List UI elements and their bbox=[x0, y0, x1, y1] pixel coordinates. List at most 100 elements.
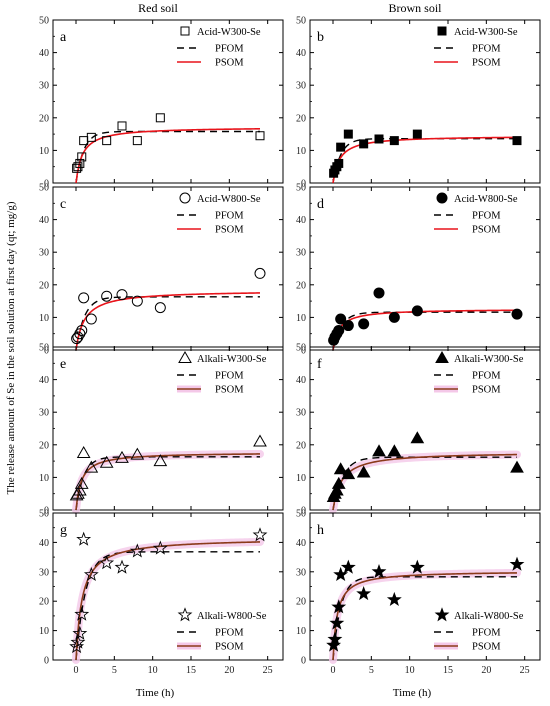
psom-curve bbox=[75, 541, 261, 661]
legend-label: PFOM bbox=[215, 371, 244, 382]
y-tick-label: 10 bbox=[296, 626, 306, 637]
psom-curve bbox=[332, 572, 518, 661]
x-axis-title-right: Time (h) bbox=[393, 687, 432, 699]
y-tick-label: 30 bbox=[39, 567, 49, 578]
panel-letter: e bbox=[60, 357, 66, 372]
pfom-curve bbox=[75, 456, 260, 511]
legend-label: PSOM bbox=[215, 385, 244, 396]
chart-panel-b: 0 10 20 30 40 50 b Acid-W300-Se PFOM PSOM bbox=[296, 16, 541, 190]
data-point bbox=[72, 483, 87, 496]
chart-panel-f: 0 10 20 30 40 50 f Alkali-W300-Se PFOM PSOM bbox=[296, 343, 541, 517]
data-point bbox=[371, 563, 387, 579]
y-tick-label: 20 bbox=[296, 597, 306, 608]
data-point bbox=[76, 531, 92, 546]
x-tick-label: 0 bbox=[331, 665, 336, 676]
data-point bbox=[76, 445, 91, 458]
plot-frame bbox=[52, 19, 284, 184]
legend-label: Alkali-W300-Se bbox=[454, 354, 524, 365]
data-point bbox=[334, 158, 344, 168]
x-tick-label: 25 bbox=[263, 665, 273, 676]
data-point bbox=[101, 290, 113, 302]
x-tick-label: 10 bbox=[405, 665, 415, 676]
data-point bbox=[336, 142, 346, 152]
data-point bbox=[99, 555, 115, 570]
y-tick-label: 0 bbox=[301, 506, 306, 517]
legend-label: PFOM bbox=[215, 628, 244, 639]
data-point bbox=[342, 320, 354, 332]
data-point bbox=[333, 324, 345, 336]
legend-marker bbox=[180, 26, 190, 36]
data-point bbox=[356, 586, 372, 601]
legend-label: PSOM bbox=[472, 225, 501, 236]
plot-frame bbox=[309, 512, 541, 661]
y-tick-label: 20 bbox=[39, 440, 49, 451]
y-tick-label: 40 bbox=[296, 48, 306, 59]
data-point bbox=[388, 311, 400, 323]
y-tick-label: 40 bbox=[39, 375, 49, 386]
data-point bbox=[329, 483, 344, 496]
data-point bbox=[78, 292, 90, 304]
data-point bbox=[253, 434, 267, 447]
data-point bbox=[512, 136, 522, 146]
y-tick-label: 0 bbox=[44, 506, 49, 517]
y-tick-label: 50 bbox=[296, 16, 306, 27]
data-point bbox=[129, 543, 145, 558]
data-point bbox=[333, 566, 349, 582]
data-point bbox=[340, 559, 356, 574]
x-tick-label: 0 bbox=[74, 665, 79, 676]
y-axis-title: The release amount of Se in the soil sol… bbox=[5, 201, 17, 494]
y-tick-label: 0 bbox=[301, 346, 306, 357]
data-point bbox=[75, 158, 85, 168]
y-tick-label: 50 bbox=[39, 343, 49, 354]
legend-label: PFOM bbox=[215, 211, 244, 222]
legend-label: PSOM bbox=[472, 385, 501, 396]
data-point bbox=[131, 295, 143, 307]
legend-label: Alkali-W800-Se bbox=[197, 611, 267, 622]
data-point bbox=[409, 559, 425, 574]
legend-marker bbox=[436, 192, 448, 204]
x-tick-label: 15 bbox=[186, 665, 196, 676]
legend-marker bbox=[178, 350, 192, 363]
data-point bbox=[152, 540, 168, 555]
data-point bbox=[72, 625, 88, 640]
y-tick-label: 0 bbox=[44, 656, 49, 667]
y-tick-label: 50 bbox=[296, 343, 306, 354]
data-point bbox=[77, 152, 87, 162]
legend-label: PFOM bbox=[472, 371, 501, 382]
data-point bbox=[74, 476, 89, 489]
data-point bbox=[86, 132, 96, 142]
plot-frame bbox=[309, 346, 541, 511]
data-point bbox=[74, 328, 86, 340]
data-point bbox=[102, 136, 112, 146]
y-tick-label: 50 bbox=[296, 183, 306, 194]
y-tick-label: 20 bbox=[39, 113, 49, 124]
data-point bbox=[73, 162, 83, 172]
y-tick-label: 10 bbox=[39, 146, 49, 157]
data-point bbox=[132, 136, 142, 146]
data-point bbox=[76, 324, 88, 336]
panel-letter: d bbox=[317, 197, 324, 212]
data-point bbox=[117, 121, 127, 131]
legend-label: Alkali-W800-Se bbox=[454, 611, 524, 622]
legend-label: PFOM bbox=[472, 44, 501, 55]
data-point bbox=[155, 113, 165, 123]
data-point bbox=[411, 305, 423, 317]
plot-frame bbox=[52, 346, 284, 511]
data-point bbox=[389, 136, 399, 146]
data-point bbox=[511, 308, 523, 320]
y-tick-label: 0 bbox=[44, 179, 49, 190]
y-tick-label: 20 bbox=[296, 113, 306, 124]
y-tick-label: 30 bbox=[39, 248, 49, 259]
legend-marker bbox=[177, 607, 193, 622]
y-tick-label: 10 bbox=[296, 146, 306, 157]
legend-marker bbox=[179, 192, 191, 204]
column-title-red-soil: Red soil bbox=[138, 1, 178, 15]
x-tick-label: 25 bbox=[520, 665, 530, 676]
y-tick-label: 40 bbox=[39, 215, 49, 226]
data-point bbox=[356, 465, 371, 478]
y-tick-label: 40 bbox=[39, 538, 49, 549]
x-axis-title-left: Time (h) bbox=[136, 687, 175, 699]
chart-panel-c: 0 10 20 30 40 50 c Acid-W800-Se PFOM PSOM bbox=[39, 183, 284, 357]
y-tick-label: 40 bbox=[296, 538, 306, 549]
